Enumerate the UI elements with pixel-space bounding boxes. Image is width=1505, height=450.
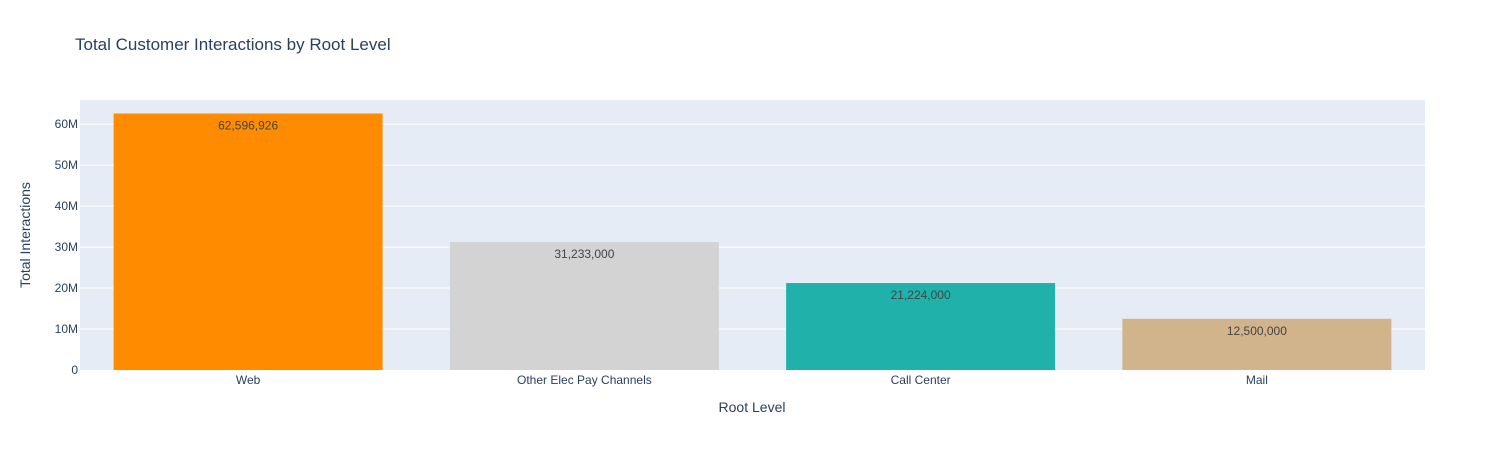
bar-value-label: 12,500,000 bbox=[1227, 324, 1287, 338]
data-labels: 62,596,926 31,233,000 21,224,000 12,500,000 bbox=[218, 119, 1287, 338]
y-axis-ticks: 0 10M 20M 30M 40M 50M 60M bbox=[55, 117, 79, 377]
y-tick-label: 50M bbox=[55, 158, 78, 172]
bar-value-label: 31,233,000 bbox=[554, 247, 614, 261]
bar-value-label: 62,596,926 bbox=[218, 119, 278, 133]
bar bbox=[1122, 318, 1392, 370]
x-tick-label: Web bbox=[236, 373, 261, 387]
chart-title: Total Customer Interactions by Root Leve… bbox=[75, 35, 391, 54]
bar bbox=[786, 283, 1056, 370]
y-tick-label: 0 bbox=[71, 363, 78, 377]
y-tick-label: 40M bbox=[55, 199, 78, 213]
y-tick-label: 20M bbox=[55, 281, 78, 295]
x-axis-title: Root Level bbox=[719, 399, 786, 415]
x-tick-label: Mail bbox=[1246, 373, 1268, 387]
y-tick-label: 30M bbox=[55, 240, 78, 254]
y-tick-label: 60M bbox=[55, 117, 78, 131]
y-tick-label: 10M bbox=[55, 322, 78, 336]
bar bbox=[449, 242, 719, 370]
y-axis-title: Total Interactions bbox=[17, 182, 33, 288]
x-axis-ticks: Web Other Elec Pay Channels Call Center Mai… bbox=[236, 373, 1268, 387]
bar bbox=[113, 113, 383, 370]
x-tick-label: Call Center bbox=[891, 373, 951, 387]
x-tick-label: Other Elec Pay Channels bbox=[517, 373, 652, 387]
bars bbox=[113, 113, 1392, 370]
bar-value-label: 21,224,000 bbox=[891, 288, 951, 302]
